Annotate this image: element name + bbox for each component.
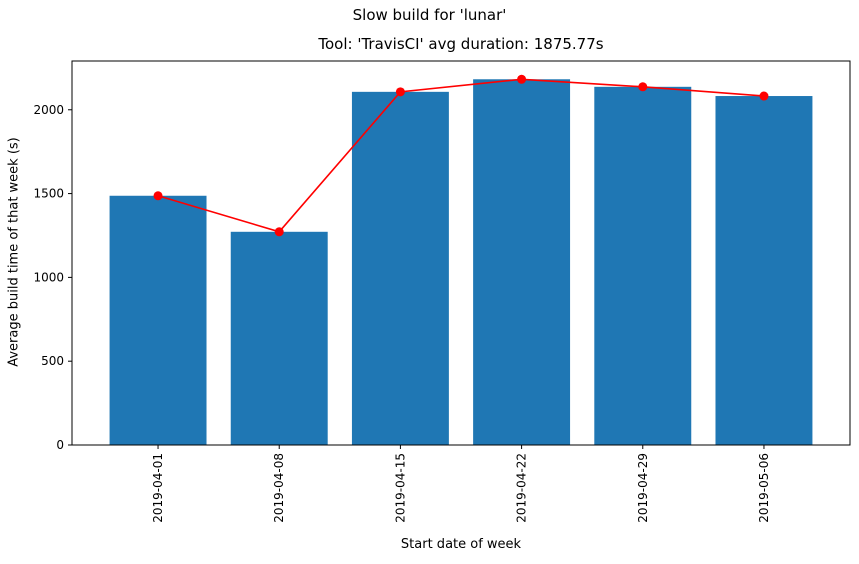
y-tick-label-0: 0 (56, 438, 64, 452)
bar-series (109, 79, 813, 446)
x-tick-label-2019-04-15: 2019-04-15 (393, 453, 407, 523)
x-tick-label-2019-05-06: 2019-05-06 (757, 453, 771, 523)
x-axis-label: Start date of week (400, 537, 522, 552)
bar-2019-04-08 (230, 231, 328, 445)
line-point-2019-04-15 (395, 87, 405, 97)
x-tick-label-2019-04-01: 2019-04-01 (151, 453, 165, 523)
trend-line (157, 78, 765, 233)
x-tick-label-2019-04-22: 2019-04-22 (515, 453, 529, 523)
line-point-2019-04-29 (638, 82, 648, 92)
axes: 0 500 1000 1500 2000 2019-04-01 2019-04-08 2019… (33, 60, 851, 523)
bar-2019-04-22 (473, 79, 571, 446)
y-tick-label-500: 500 (41, 354, 64, 368)
y-tick-label-1500: 1500 (33, 187, 64, 201)
x-tick-label-2019-04-08: 2019-04-08 (272, 453, 286, 523)
plot-frame (71, 60, 851, 446)
bar-2019-04-29 (594, 86, 692, 445)
y-tick-label-2000: 2000 (33, 103, 64, 117)
line-series (153, 74, 769, 237)
chart-title: Tool: 'TravisCI' avg duration: 1875.77s (318, 35, 604, 53)
y-tick-label-1000: 1000 (33, 270, 64, 284)
bar-2019-04-15 (351, 91, 449, 445)
line-point-2019-04-08 (274, 227, 284, 237)
line-point-2019-04-01 (153, 191, 163, 201)
bar-2019-04-01 (109, 195, 207, 445)
x-tick-label-2019-04-29: 2019-04-29 (636, 453, 650, 523)
bar-2019-05-06 (715, 96, 813, 445)
line-point-2019-05-06 (759, 91, 769, 101)
figure-suptitle: Slow build for 'lunar' (352, 6, 507, 24)
line-point-2019-04-22 (517, 74, 527, 84)
